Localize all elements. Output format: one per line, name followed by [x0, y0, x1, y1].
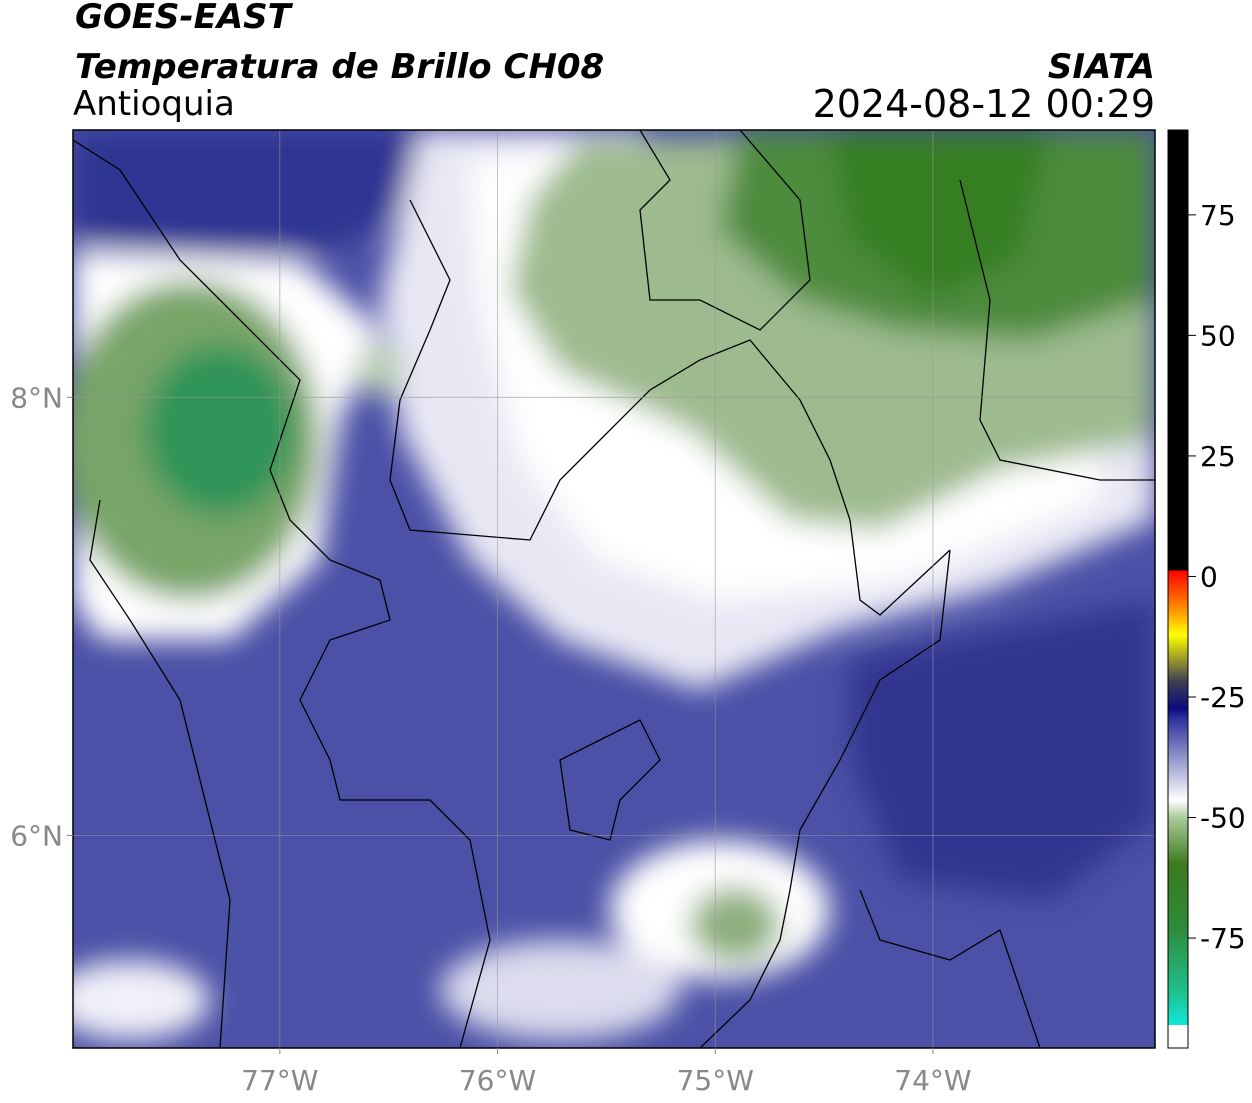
x-tick-label: 77°W — [241, 1064, 318, 1097]
y-tick-label: 8°N — [10, 381, 63, 414]
title: GOES-EAST — [75, 0, 294, 37]
colorbar — [1167, 129, 1189, 1049]
satellite-image — [73, 130, 1155, 1048]
source: SIATA — [1048, 47, 1155, 87]
subtitle: Temperatura de Brillo CH08 — [75, 47, 604, 87]
colorbar-tick-label: -50 — [1200, 802, 1246, 835]
y-tick-label: 6°N — [10, 819, 63, 852]
colorbar-tick-label: 25 — [1200, 440, 1236, 473]
colorbar-tick-label: -75 — [1200, 922, 1246, 955]
x-tick-label: 76°W — [459, 1064, 536, 1097]
x-tick-label: 74°W — [894, 1064, 971, 1097]
colorbar-tick-label: 75 — [1200, 199, 1236, 232]
colorbar-tick-label: 0 — [1200, 560, 1218, 593]
x-tick-label: 75°W — [677, 1064, 754, 1097]
region: Antioquia — [73, 84, 235, 124]
colorbar-tick-label: 50 — [1200, 319, 1236, 352]
colorbar-tick-label: -25 — [1200, 681, 1246, 714]
borders — [73, 130, 1155, 1048]
grid — [73, 130, 1155, 1048]
map-frame — [72, 129, 1156, 1049]
datetime: 2024-08-12 00:29 — [813, 82, 1155, 126]
